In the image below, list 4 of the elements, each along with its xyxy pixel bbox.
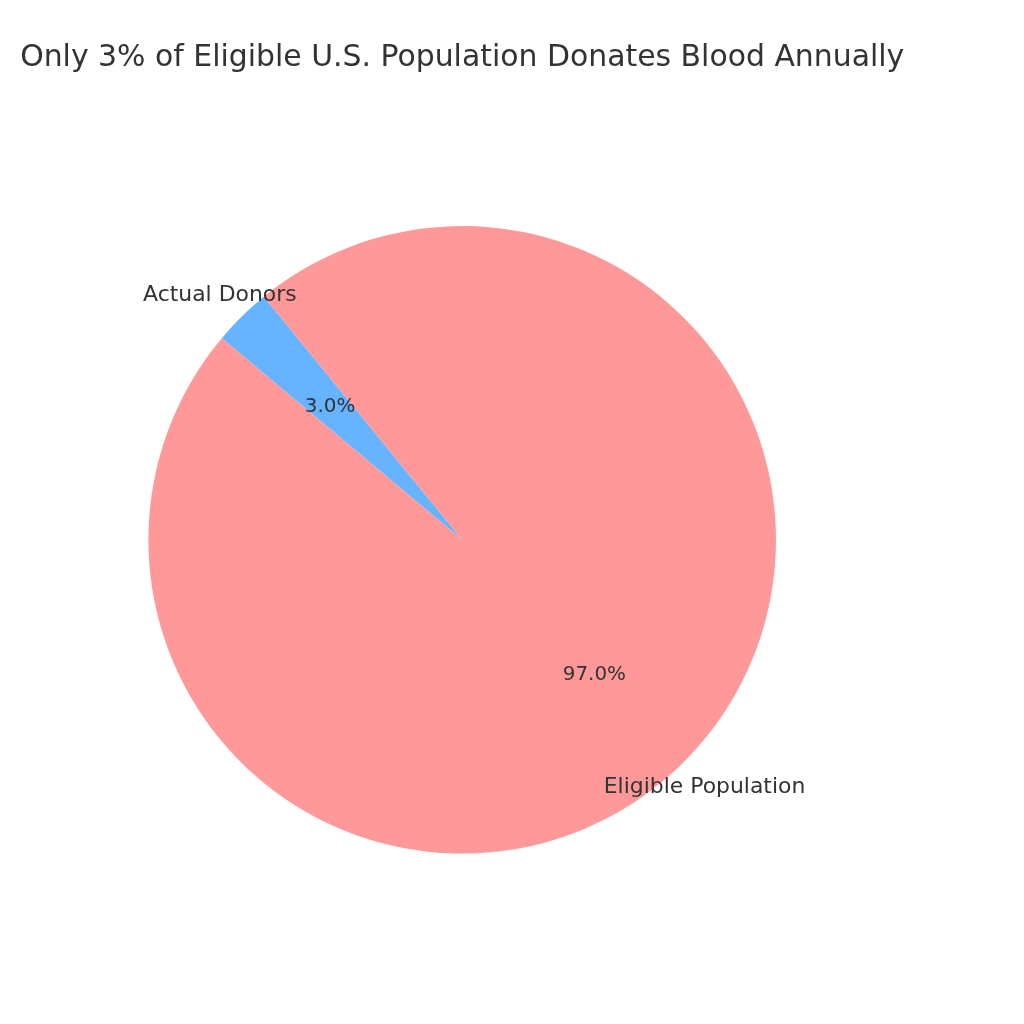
slice-label: Actual Donors (143, 281, 297, 307)
slice-label: Eligible Population (603, 772, 806, 798)
data-label: 97.0% (562, 661, 627, 685)
chart-title: Only 3% of Eligible U.S. Population Donates Blood Annually (20, 37, 905, 73)
